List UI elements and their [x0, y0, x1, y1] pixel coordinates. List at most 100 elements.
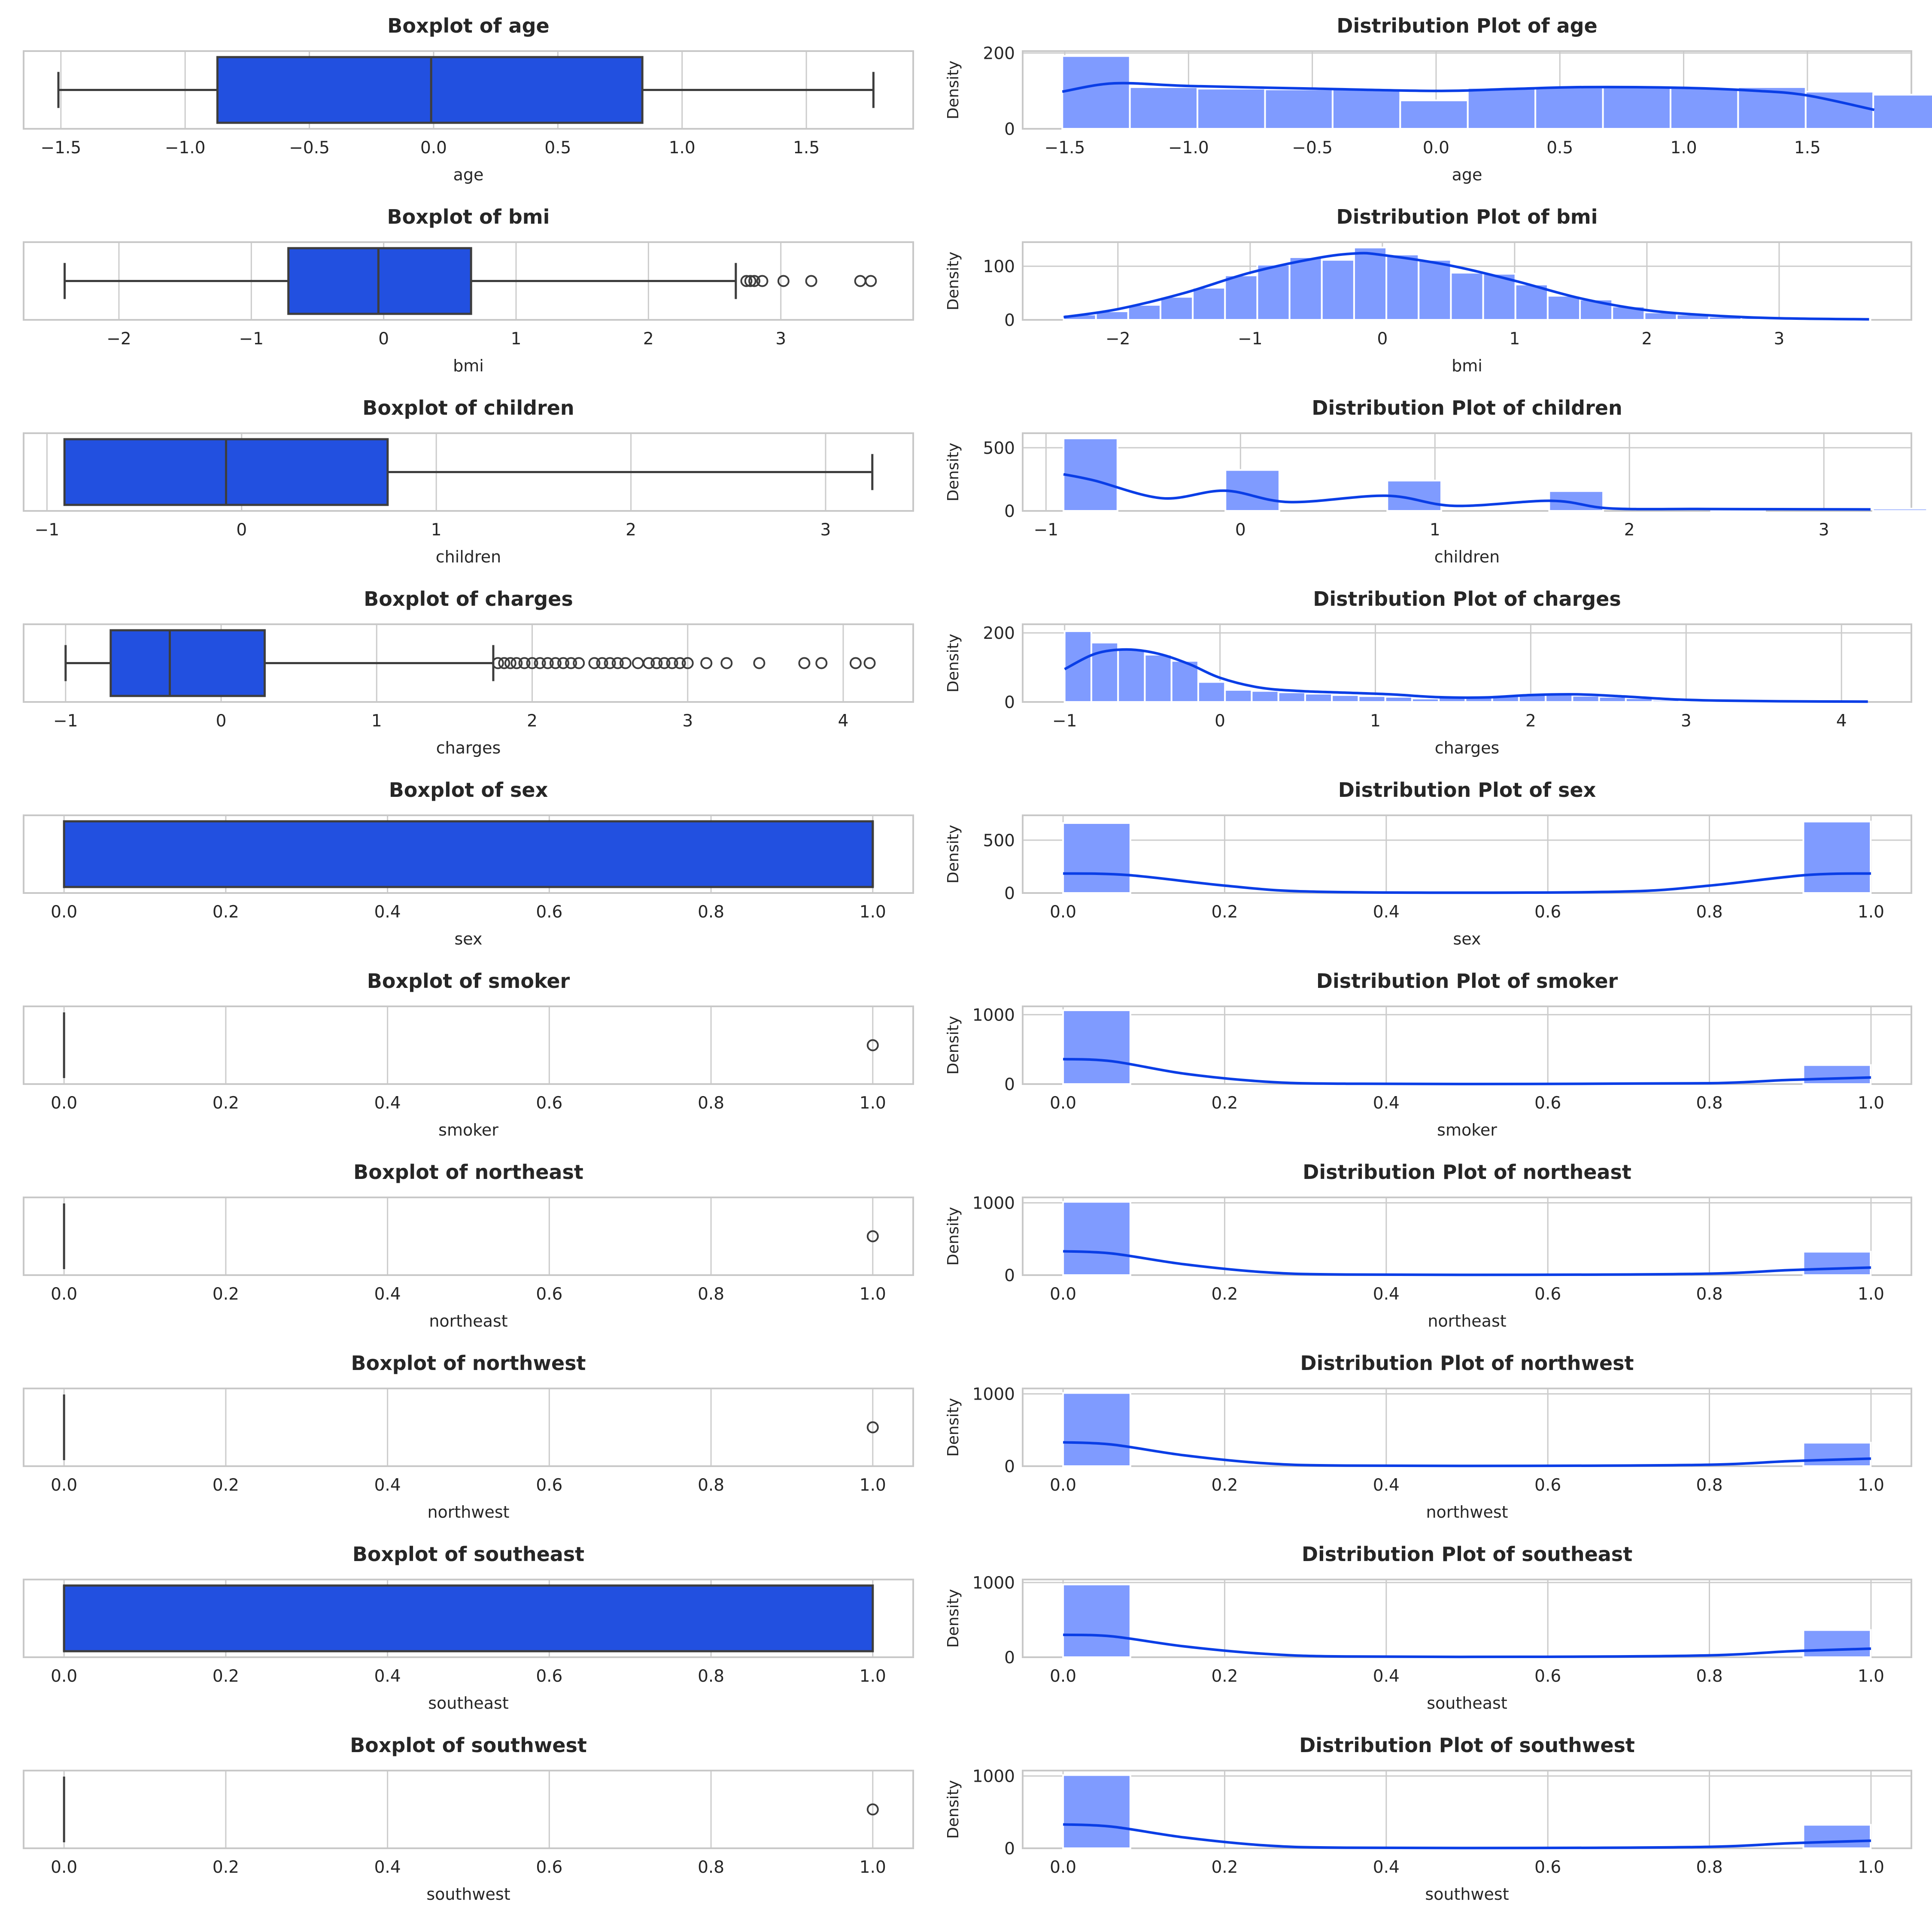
x-tick-label: 0.2: [213, 1667, 239, 1686]
outlier-point: [619, 657, 632, 669]
histogram-bar: [1669, 87, 1739, 130]
x-tick-label: 0.0: [1050, 1094, 1076, 1113]
outlier-point: [573, 657, 585, 669]
outlier-point: [681, 657, 694, 669]
x-axis-label: charges: [436, 738, 501, 757]
x-tick-label: 0.8: [1696, 1285, 1723, 1304]
histogram-bar: [1602, 85, 1671, 130]
outlier-point: [777, 275, 790, 287]
x-tick-label: 0.0: [51, 1667, 77, 1686]
boxplot-title: Boxplot of charges: [364, 587, 573, 611]
x-tick-label: −0.5: [1292, 138, 1333, 158]
x-axis-label: southeast: [428, 1694, 508, 1713]
x-tick-label: 0.8: [698, 1476, 724, 1495]
outlier-point: [744, 275, 756, 287]
plot-frame: [23, 1197, 914, 1276]
x-tick-label: 1.0: [860, 1094, 886, 1113]
x-tick-label: −1: [239, 329, 264, 349]
x-tick-label: 0.2: [1211, 1476, 1238, 1495]
boxplot-southwest: 0.0 0.2 0.4 0.6 0.8 1.0 Boxplot of southwest so…: [23, 1734, 914, 1904]
boxplot-title: Boxplot of northeast: [353, 1160, 583, 1184]
outlier-point: [756, 275, 769, 287]
kde-line: [1063, 252, 1869, 321]
histogram-bar: [1277, 691, 1306, 703]
y-tick-label: 1000: [972, 1005, 1015, 1025]
outlier-point: [865, 275, 877, 287]
x-axis-label: age: [453, 165, 484, 184]
distribution-sex: 0.0 0.2 0.4 0.6 0.8 1.0 0 500 Distribution Plot …: [945, 778, 1912, 948]
x-tick-label: 1.0: [1858, 1858, 1884, 1877]
outlier-point: [518, 657, 531, 669]
outlier-point: [534, 657, 546, 669]
outlier-point: [643, 657, 655, 669]
y-tick-label: 200: [983, 44, 1015, 63]
x-tick-label: 1.0: [669, 138, 696, 158]
x-axis-label: smoker: [438, 1121, 498, 1139]
x-tick-label: 0.4: [1373, 902, 1400, 922]
x-tick-label: −1: [1034, 520, 1059, 540]
histogram-bar: [1192, 287, 1226, 321]
y-tick-label: 500: [983, 439, 1015, 458]
x-tick-label: 0: [378, 329, 389, 349]
x-tick-label: 0: [1215, 711, 1225, 731]
outlier-point: [588, 657, 601, 669]
outlier-point: [510, 657, 523, 669]
x-tick-label: −2: [106, 329, 131, 349]
x-axis-label: northeast: [429, 1312, 507, 1331]
x-tick-label: 0.0: [1050, 902, 1076, 922]
boxplot-title: Boxplot of sex: [389, 778, 548, 802]
y-tick-label: 200: [983, 624, 1015, 643]
x-tick-label: 4: [838, 711, 849, 731]
plot-frame: [23, 1770, 914, 1849]
x-tick-label: 0.6: [536, 1667, 562, 1686]
histogram-bar: [1063, 630, 1092, 703]
x-axis-label: sex: [1453, 930, 1481, 948]
histogram-bar: [1467, 87, 1537, 130]
y-axis-label: Density: [945, 1016, 962, 1075]
outlier-point: [666, 657, 678, 669]
x-axis-label: southwest: [1425, 1885, 1509, 1904]
x-tick-label: 0.4: [374, 1094, 401, 1113]
x-tick-label: 0.4: [374, 1858, 401, 1877]
y-axis-label: Density: [945, 1207, 962, 1266]
x-tick-label: 1: [1370, 711, 1381, 731]
x-tick-label: 0.4: [1373, 1667, 1400, 1686]
histogram-bar: [1197, 681, 1226, 703]
y-tick-label: 0: [1004, 120, 1015, 139]
histogram-bar: [1411, 697, 1440, 703]
distribution-title: Distribution Plot of southwest: [1299, 1734, 1635, 1757]
outlier-point: [866, 1230, 879, 1242]
outlier-point: [753, 657, 766, 669]
histogram-bar: [1353, 246, 1388, 321]
kde-line: [1063, 1633, 1871, 1659]
y-axis-label: Density: [945, 1398, 962, 1457]
x-tick-label: 0.8: [698, 1285, 724, 1304]
x-tick-label: 0.8: [1696, 1094, 1723, 1113]
x-axis-label: northwest: [427, 1503, 509, 1522]
kde-line: [1063, 1823, 1871, 1850]
x-axis-label: sex: [455, 930, 483, 948]
y-axis-label: Density: [945, 1589, 962, 1648]
histogram-bar: [1062, 1009, 1131, 1085]
x-tick-label: −1.5: [1045, 138, 1085, 158]
boxplot-smoker: 0.0 0.2 0.4 0.6 0.8 1.0 Boxplot of smoker smoke…: [23, 969, 914, 1139]
x-tick-label: 0.2: [213, 1094, 239, 1113]
x-tick-label: 0.0: [1050, 1285, 1076, 1304]
x-tick-label: 0.6: [536, 1476, 562, 1495]
x-tick-label: 0.4: [1373, 1285, 1400, 1304]
x-tick-label: 0.2: [1211, 902, 1238, 922]
histogram-bar: [1197, 88, 1266, 130]
histogram-bar: [1331, 694, 1360, 703]
distribution-title: Distribution Plot of bmi: [1337, 205, 1598, 228]
y-tick-label: 0: [1004, 1839, 1015, 1859]
plot-frame: [1022, 1770, 1912, 1849]
x-tick-label: 3: [775, 329, 786, 349]
outlier-point: [674, 657, 686, 669]
distribution-title: Distribution Plot of southeast: [1302, 1543, 1632, 1566]
outlier-point: [658, 657, 671, 669]
plot-frame: [1022, 1388, 1912, 1467]
plot-frame: [23, 1579, 914, 1658]
y-axis-label: Density: [945, 825, 962, 884]
histogram-bar: [1385, 253, 1420, 321]
